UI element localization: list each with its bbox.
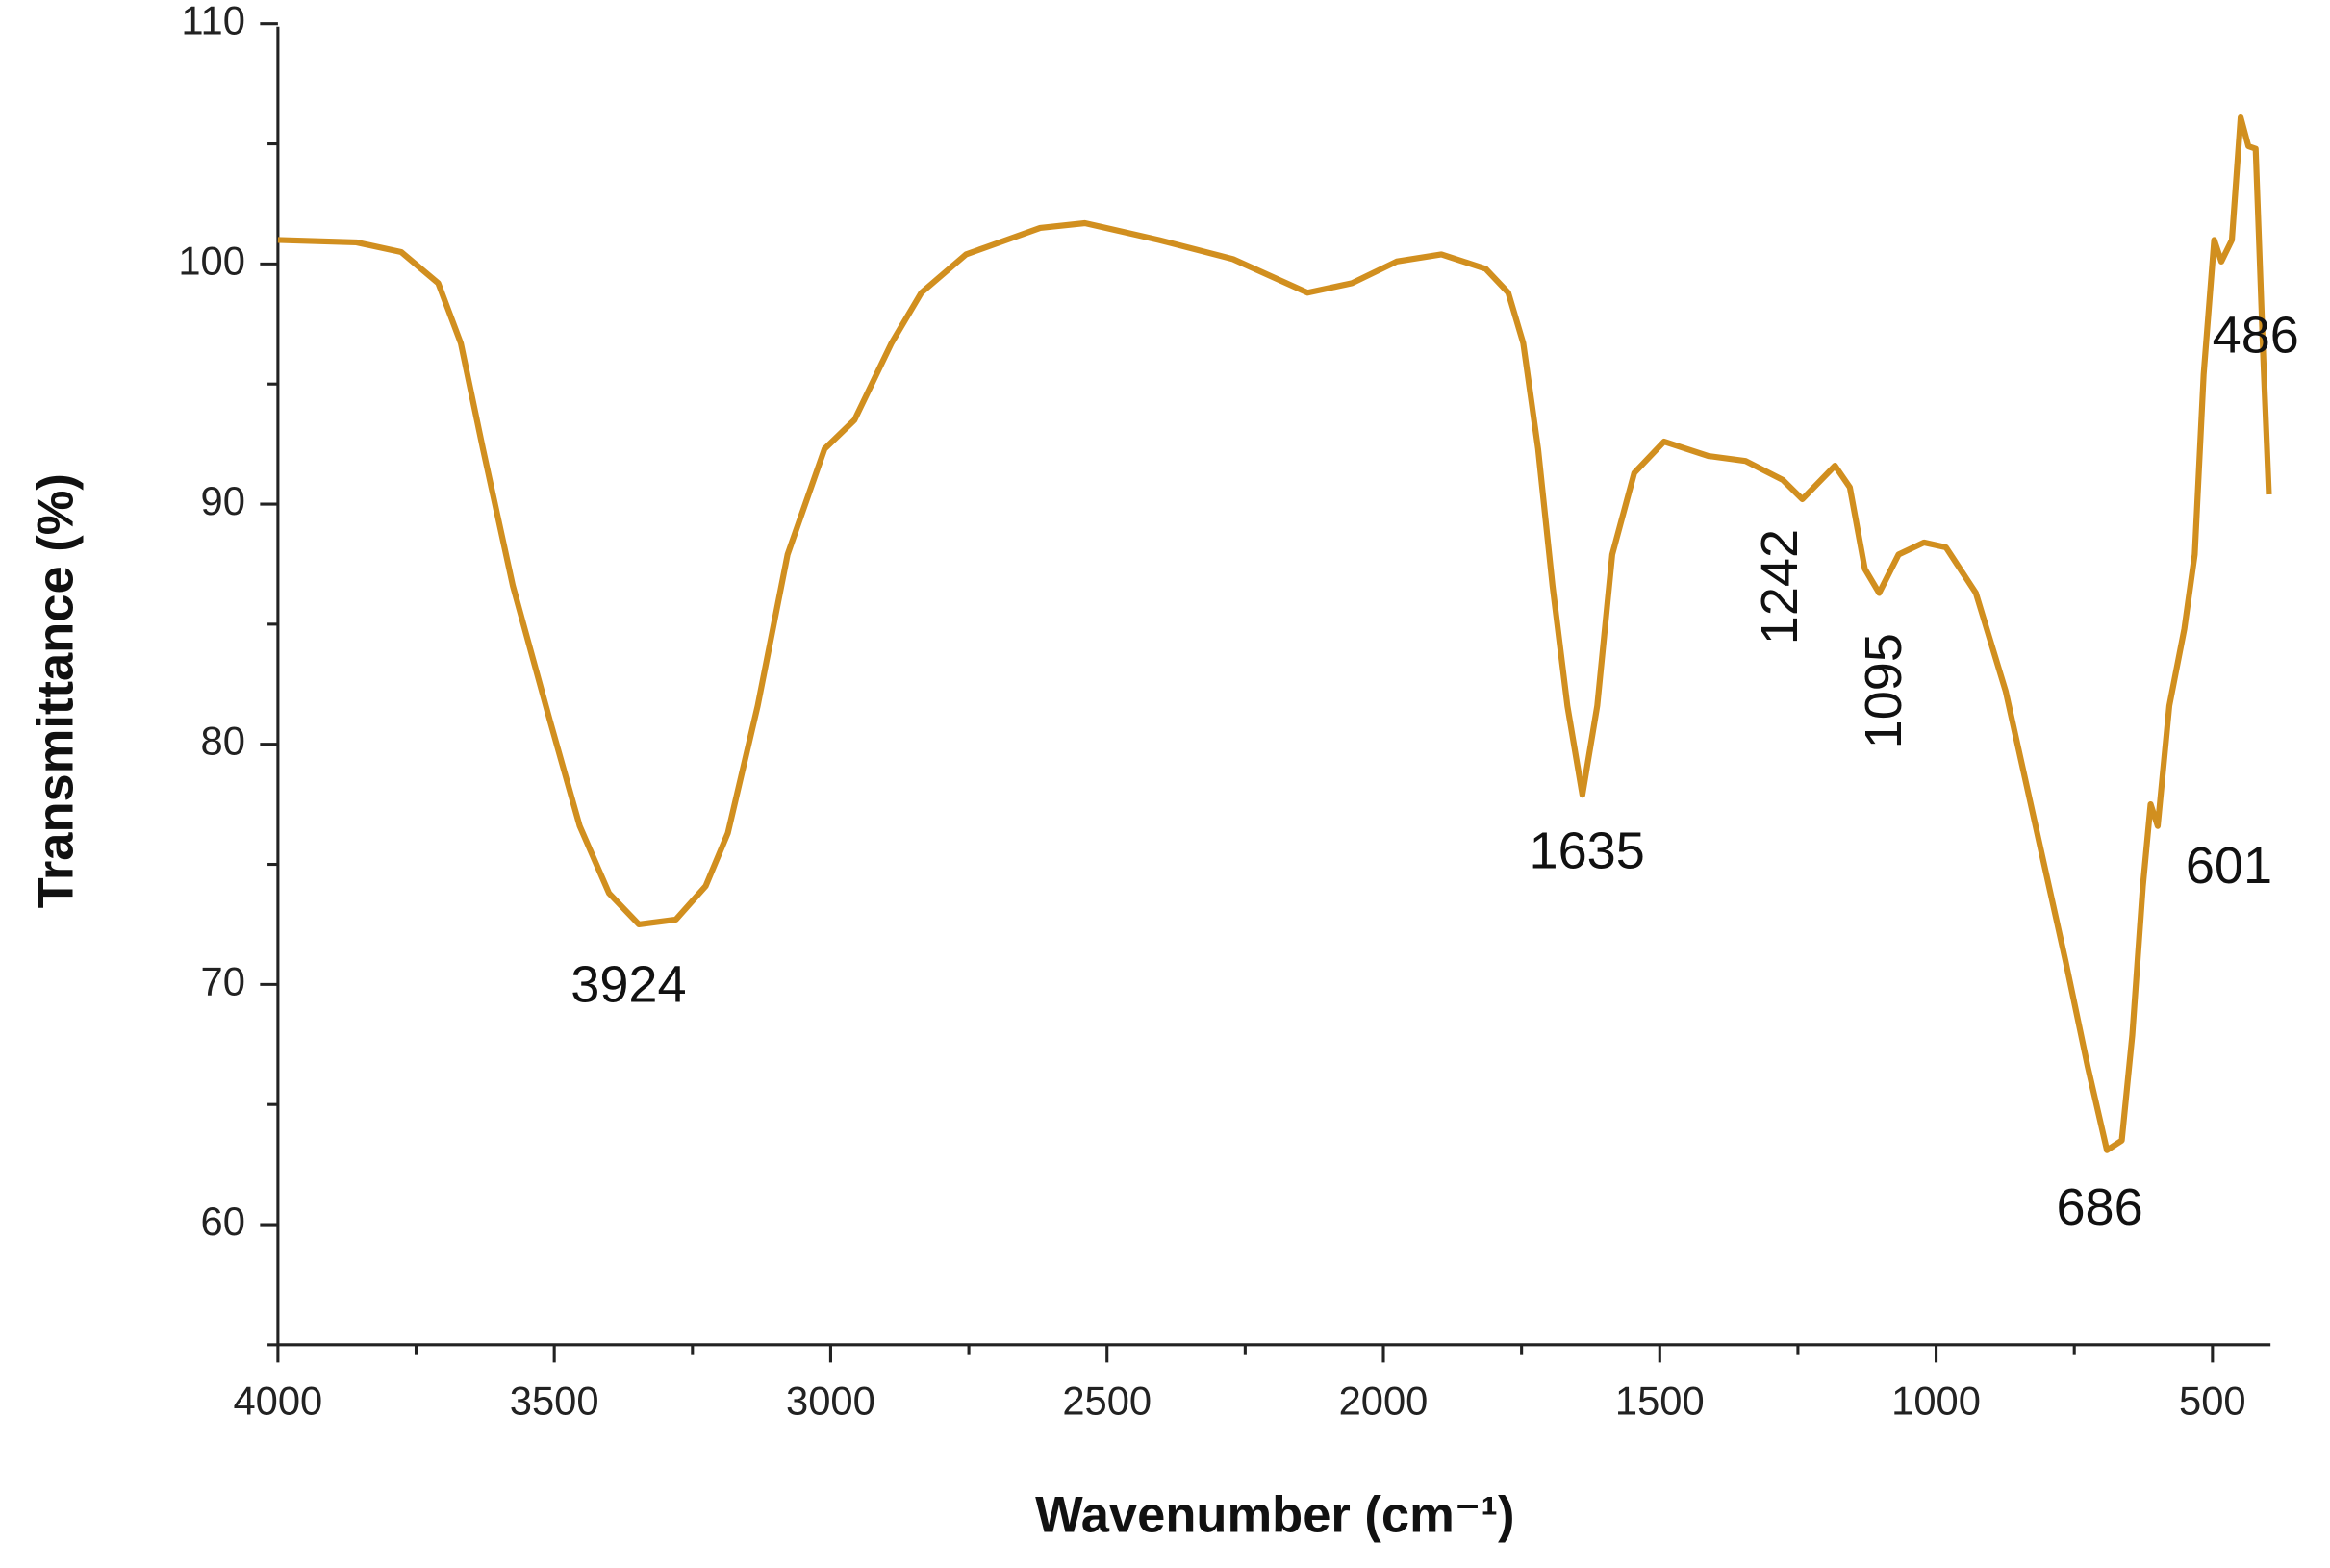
y-tick-label: 90: [201, 478, 245, 523]
peak-label: 486: [2213, 306, 2299, 364]
x-tick-label: 1500: [1615, 1378, 1705, 1424]
peak-label: 1635: [1530, 822, 1645, 879]
peak-label: 1095: [1855, 633, 1912, 748]
x-tick-label: 1000: [1891, 1378, 1981, 1424]
y-axis-label: Transmittance (%): [28, 473, 85, 908]
spectrum-line: [277, 114, 2272, 1153]
y-tick-label: 70: [201, 958, 245, 1003]
peak-label: 601: [2186, 837, 2272, 895]
y-tick-label: 110: [181, 0, 244, 43]
x-tick-label: 3500: [510, 1378, 599, 1424]
x-tick-label: 500: [2179, 1378, 2246, 1424]
x-tick-label: 4000: [234, 1378, 323, 1424]
peak-label: 1242: [1751, 529, 1809, 645]
y-tick-label: 80: [201, 719, 245, 764]
peak-label: 686: [2056, 1178, 2142, 1236]
y-tick-label: 60: [201, 1199, 245, 1244]
peak-label: 3924: [570, 955, 686, 1013]
y-tick-label: 100: [178, 238, 245, 283]
x-tick-label: 2500: [1062, 1378, 1152, 1424]
x-axis-label: Wavenumber (cm⁻¹): [1035, 1486, 1514, 1543]
x-tick-label: 3000: [786, 1378, 875, 1424]
x-tick-label: 2000: [1339, 1378, 1429, 1424]
